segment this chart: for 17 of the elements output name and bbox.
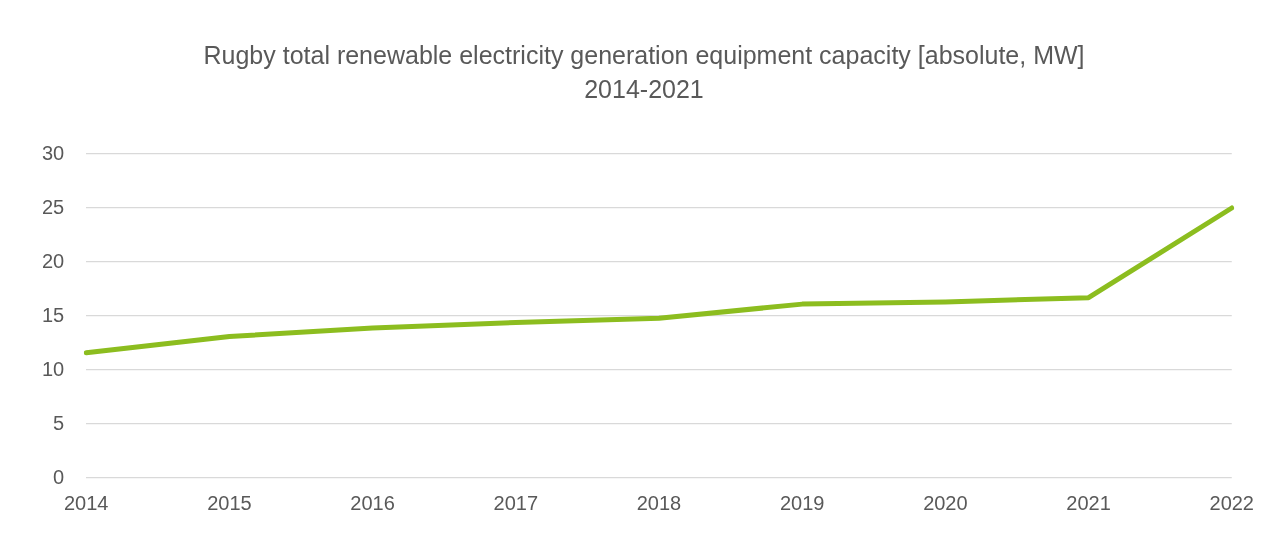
x-tick-label: 2022 [1209,491,1254,514]
y-tick-label: 15 [42,303,65,326]
x-tick-label: 2017 [493,491,539,514]
y-tick-label: 20 [42,249,65,272]
x-tick-label: 2015 [207,491,252,514]
y-tick-label: 10 [42,357,65,380]
x-tick-label: 2019 [779,491,825,514]
y-tick-label: 0 [53,465,65,488]
chart-title: Rugby total renewable electricity generation equipment capacity [absolute, MW] 2014-2021 [202,40,1086,105]
y-tick-label: 5 [53,411,65,434]
x-tick-label: 2018 [636,491,682,514]
x-tick-label: 2016 [350,491,395,514]
x-tick-label: 2020 [923,491,968,514]
x-tick-label: 2021 [1066,491,1111,514]
y-tick-label: 30 [42,141,65,164]
y-tick-label: 25 [42,195,65,218]
x-tick-label: 2014 [64,491,109,514]
